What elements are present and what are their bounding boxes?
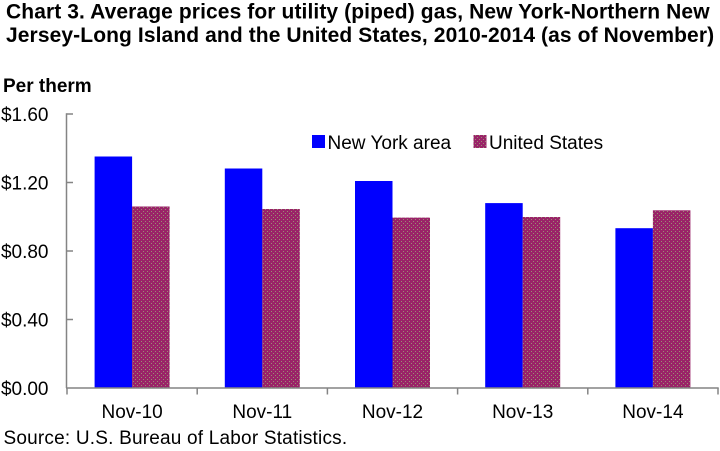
svg-text:Nov-12: Nov-12 bbox=[362, 402, 423, 423]
svg-text:New York area: New York area bbox=[328, 133, 452, 154]
svg-text:$1.20: $1.20 bbox=[1, 173, 49, 194]
svg-text:Source: U.S. Bureau of Labor S: Source: U.S. Bureau of Labor Statistics. bbox=[4, 428, 348, 449]
svg-text:$0.00: $0.00 bbox=[1, 379, 49, 400]
svg-text:$0.80: $0.80 bbox=[1, 242, 49, 263]
svg-text:$1.60: $1.60 bbox=[1, 105, 49, 126]
svg-text:Nov-11: Nov-11 bbox=[232, 402, 292, 423]
svg-text:Per therm: Per therm bbox=[3, 76, 92, 97]
svg-text:Nov-14: Nov-14 bbox=[622, 402, 684, 423]
svg-text:Chart 3. Average prices for ut: Chart 3. Average prices for utility (pip… bbox=[6, 1, 710, 24]
svg-text:Jersey-Long Island and the Uni: Jersey-Long Island and the United States… bbox=[6, 24, 714, 47]
svg-text:Nov-10: Nov-10 bbox=[101, 402, 162, 423]
svg-text:United States: United States bbox=[489, 133, 603, 154]
svg-text:Nov-13: Nov-13 bbox=[492, 402, 553, 423]
svg-text:$0.40: $0.40 bbox=[1, 310, 49, 331]
